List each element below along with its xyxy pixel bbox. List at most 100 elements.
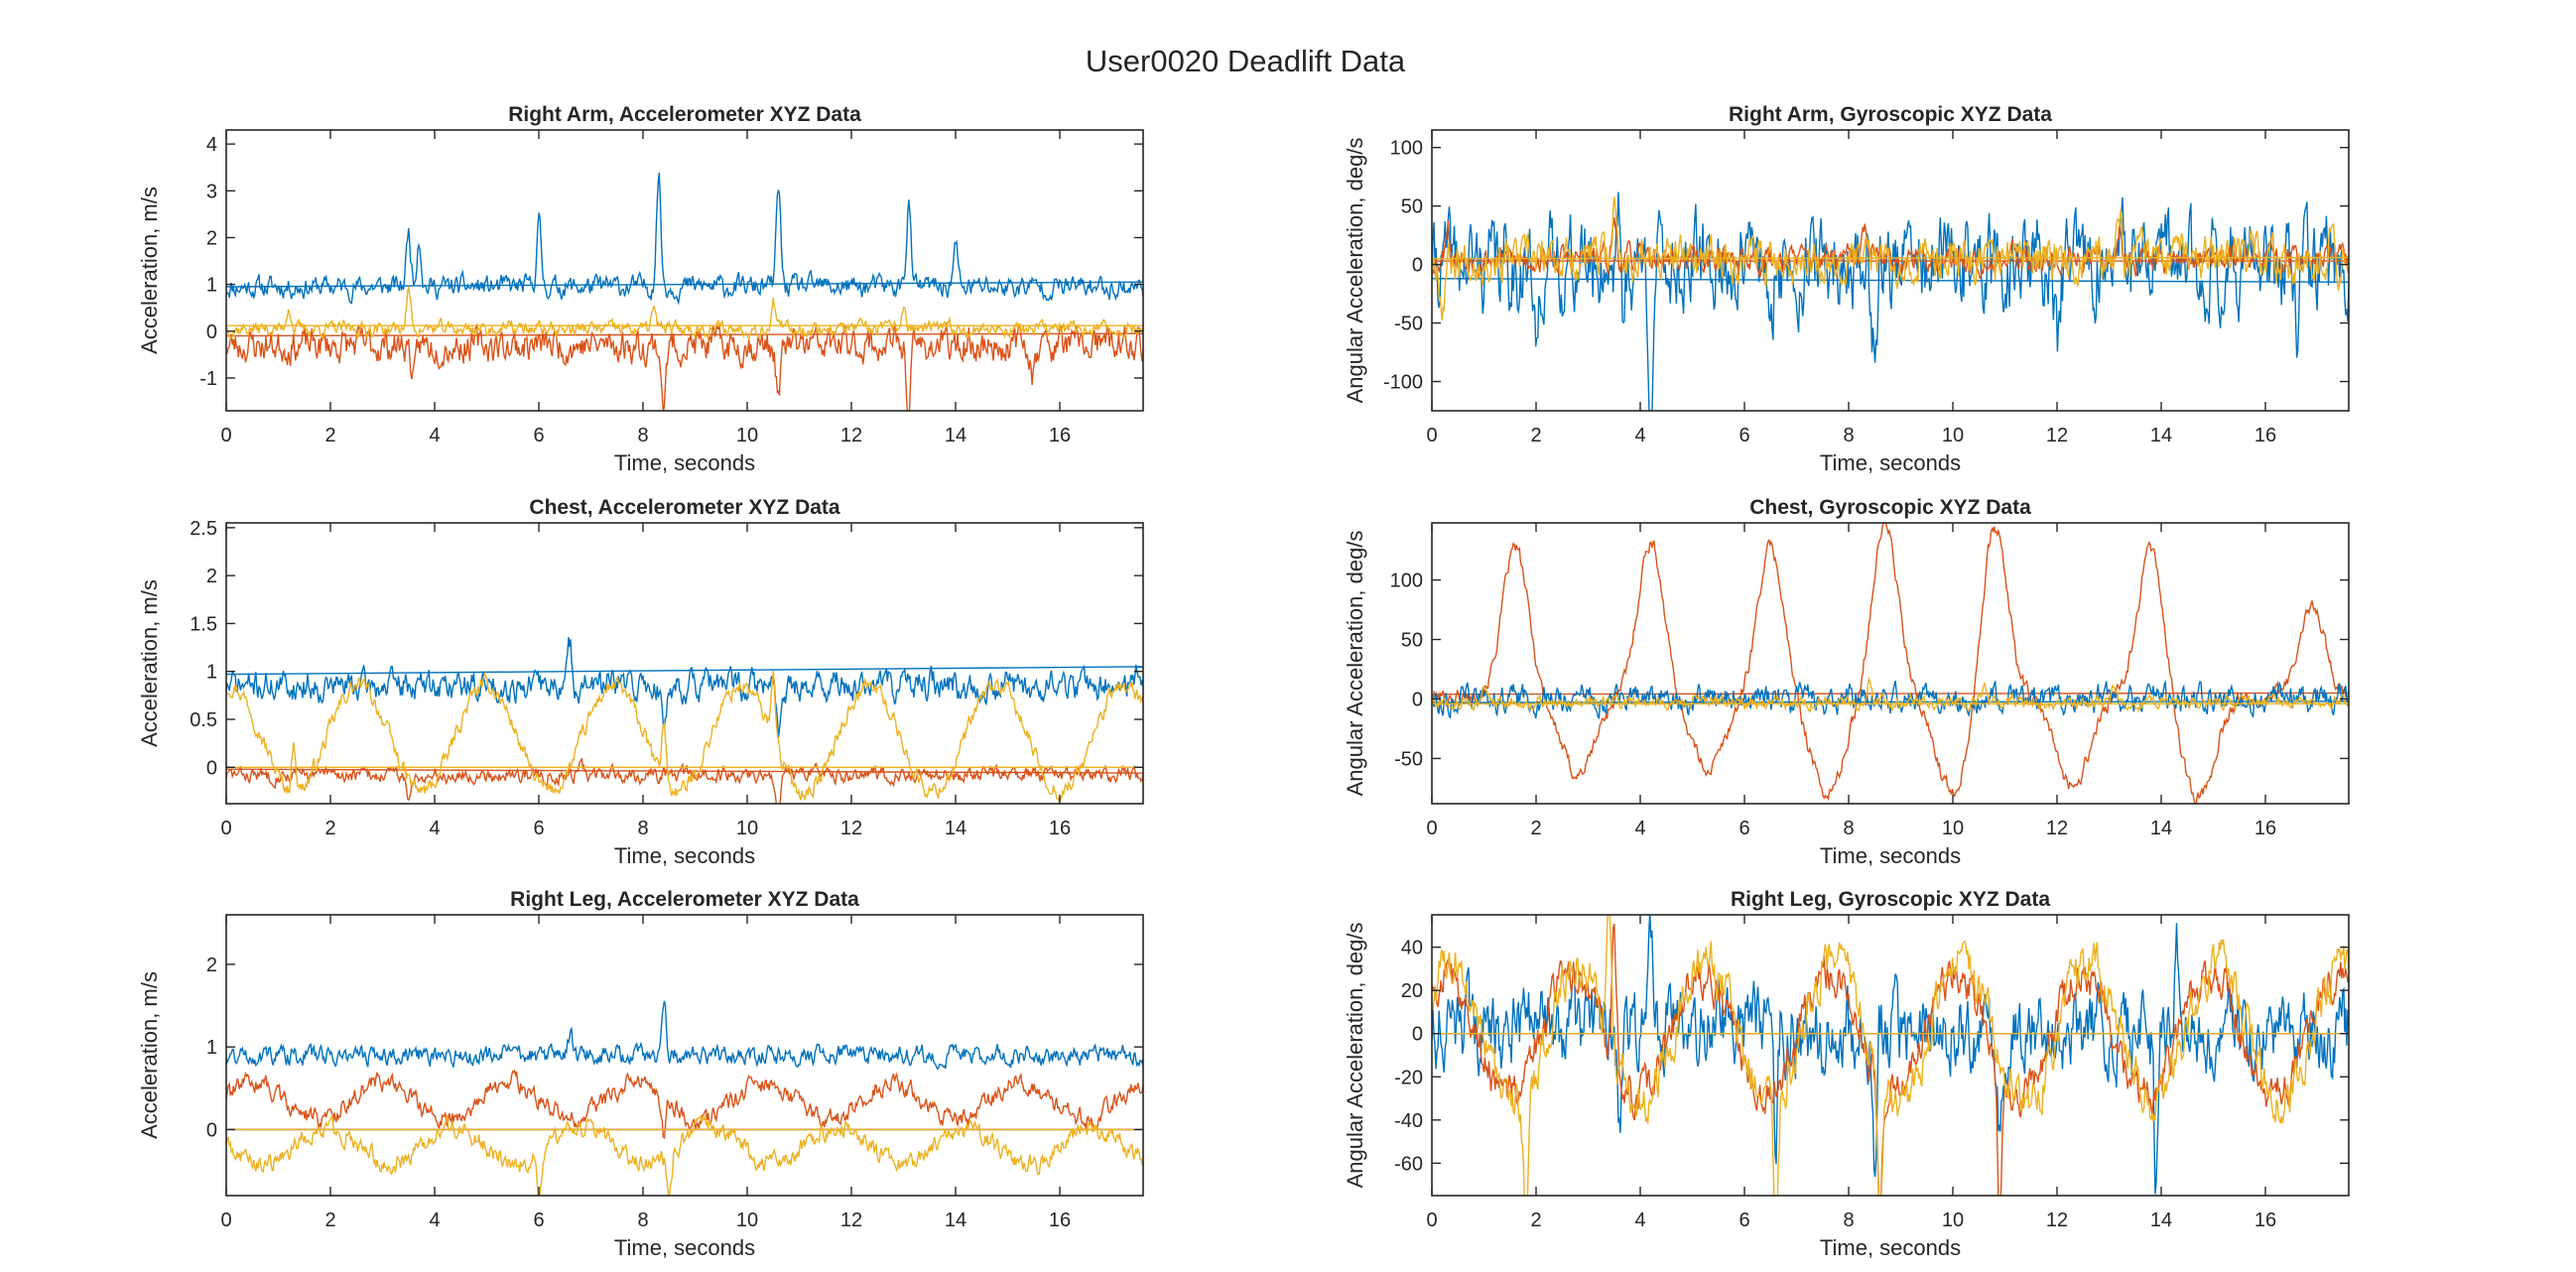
series-group [1432,915,2349,1196]
series-line-y [1432,523,2349,804]
x-tick-label: 16 [2254,818,2276,839]
x-tick-label: 0 [1426,818,1437,839]
y-tick-label: 20 [1401,980,1423,1002]
series-group [226,637,1143,804]
series-line-x [226,637,1143,738]
chart-title: Right Arm, Accelerometer XYZ Data [508,103,861,126]
y-tick-label: -20 [1394,1067,1423,1088]
y-tick-label: 0 [1412,255,1423,277]
y-axis-label: Angular Acceleration, deg/s [1343,531,1367,797]
y-axis-label: Acceleration, m/s [137,187,162,354]
x-tick-label: 12 [840,1209,862,1231]
x-tick-label: 10 [736,1209,758,1231]
series-line-x [1432,680,2349,720]
x-tick-label: 2 [1530,1209,1541,1231]
x-tick-label: 12 [2046,818,2068,839]
y-tick-label: 100 [1390,138,1423,160]
trend-line-x [226,666,1143,676]
x-tick-label: 6 [533,1209,544,1231]
y-tick-label: -1 [199,368,217,390]
y-tick-label: 0 [1412,1024,1423,1046]
series-line-x [1432,915,2349,1195]
chart-title: Right Leg, Accelerometer XYZ Data [510,888,859,911]
series-line-x [1432,191,2349,411]
x-tick-label: 4 [429,818,440,839]
x-tick-label: 0 [220,818,231,839]
trend-line-y [226,768,1143,774]
x-tick-label: 4 [429,1209,440,1231]
y-tick-label: 1.5 [190,613,217,635]
y-tick-label: -40 [1394,1110,1423,1132]
trend-line-y [1432,692,2349,696]
x-tick-label: 6 [1739,425,1749,446]
x-tick-label: 12 [2046,425,2068,446]
x-tick-label: 2 [324,425,335,446]
trend-line-y [226,332,1143,337]
axes-box [1431,522,2350,805]
x-tick-label: 12 [2046,1209,2068,1231]
x-tick-label: 2 [1530,818,1541,839]
figure-title: User0020 Deadlift Data [1085,44,1406,78]
series-line-z [1432,196,2349,321]
x-tick-label: 10 [1942,425,1964,446]
y-tick-label: 2.5 [190,518,217,540]
y-tick-label: 2 [206,227,217,249]
x-tick-label: 4 [429,425,440,446]
y-tick-label: 0 [206,321,217,343]
x-tick-label: 4 [1634,1209,1645,1231]
x-tick-label: 6 [533,818,544,839]
x-tick-label: 4 [1634,818,1645,839]
x-tick-label: 0 [220,1209,231,1231]
y-tick-label: 1 [206,662,217,684]
x-tick-label: 0 [1426,1209,1437,1231]
x-tick-label: 6 [1739,818,1749,839]
x-axis-label: Time, seconds [614,843,755,868]
chart-panel-3: 0 2 4 6 8 10 12 14 16 0 0.5 1 1.5 2 2.5 Chest, Accelero… [137,496,1144,868]
y-axis-label: Angular Acceleration, deg/s [1343,138,1367,404]
series-line-z [1432,915,2349,1196]
x-tick-label: 8 [1843,818,1854,839]
x-tick-label: 8 [637,1209,648,1231]
x-axis-label: Time, seconds [1820,450,1961,475]
x-tick-label: 16 [2254,425,2276,446]
x-tick-label: 2 [1530,425,1541,446]
chart-panel-4: 0 2 4 6 8 10 12 14 16 -50 0 50 100 Chest, Gyroscopic … [1343,496,2350,868]
y-tick-label: -50 [1394,314,1423,335]
y-tick-label: -60 [1394,1153,1423,1175]
x-axis-label: Time, seconds [1820,843,1961,868]
x-tick-label: 2 [324,818,335,839]
x-tick-label: 2 [324,1209,335,1231]
x-tick-label: 14 [2150,818,2172,839]
x-tick-label: 6 [1739,1209,1749,1231]
x-tick-label: 0 [1426,425,1437,446]
x-tick-label: 14 [945,818,966,839]
y-tick-label: 2 [206,954,217,976]
series-group [1432,523,2349,804]
x-tick-label: 8 [637,818,648,839]
chart-title: Chest, Gyroscopic XYZ Data [1749,496,2031,519]
y-tick-label: 1 [206,1037,217,1059]
x-tick-label: 12 [840,818,862,839]
x-tick-label: 14 [2150,425,2172,446]
y-tick-label: 2 [206,566,217,587]
y-tick-label: 4 [206,134,217,156]
series-line-z [226,286,1143,341]
y-tick-label: -50 [1394,748,1423,770]
x-tick-label: 6 [533,425,544,446]
x-tick-label: 10 [736,425,758,446]
y-tick-label: 40 [1401,938,1423,959]
series-line-z [226,670,1143,803]
x-tick-label: 14 [945,1209,966,1231]
y-tick-label: 100 [1390,571,1423,592]
y-tick-label: 50 [1401,196,1423,218]
axes-box [225,129,1144,412]
axes-box [1431,914,2350,1197]
y-tick-label: 3 [206,181,217,202]
axes-box [225,522,1144,805]
x-tick-label: 16 [1049,425,1071,446]
x-tick-label: 8 [1843,425,1854,446]
trend-line-x [1432,278,2349,283]
